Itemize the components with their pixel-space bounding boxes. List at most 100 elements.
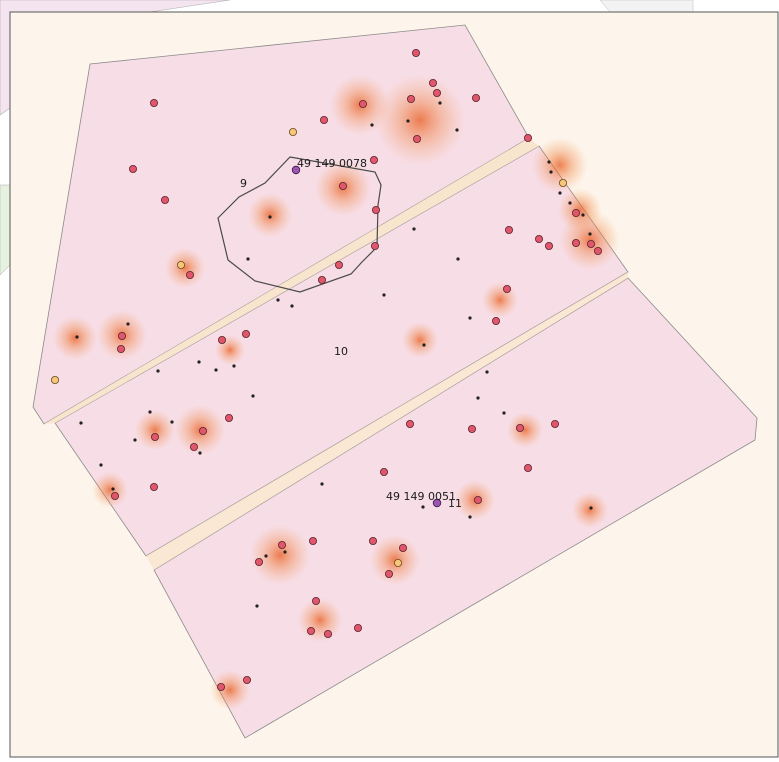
sample-point[interactable]: [398, 544, 407, 553]
small-dot: [111, 487, 115, 491]
sample-point[interactable]: [572, 208, 581, 217]
small-dot: [99, 463, 103, 467]
yellow-point[interactable]: [393, 559, 402, 568]
heat-spot: [507, 412, 543, 448]
sample-point[interactable]: [516, 423, 525, 432]
sample-point[interactable]: [224, 413, 233, 422]
small-dot: [485, 370, 489, 374]
sample-point[interactable]: [428, 79, 437, 88]
sample-point[interactable]: [587, 239, 596, 248]
small-dot: [75, 335, 79, 339]
sample-point[interactable]: [368, 537, 377, 546]
heat-spot: [248, 193, 292, 237]
yellow-point[interactable]: [288, 127, 297, 136]
small-dot: [455, 128, 459, 132]
sample-point[interactable]: [524, 133, 533, 142]
sample-point[interactable]: [491, 316, 500, 325]
sample-point[interactable]: [185, 270, 194, 279]
small-dot: [255, 604, 259, 608]
sample-point[interactable]: [594, 246, 603, 255]
sample-point[interactable]: [254, 558, 263, 567]
sample-point[interactable]: [411, 49, 420, 58]
sample-point[interactable]: [323, 630, 332, 639]
small-dot: [406, 119, 410, 123]
boundary-outline: [217, 156, 382, 293]
sample-point[interactable]: [432, 89, 441, 98]
sample-point[interactable]: [370, 241, 379, 250]
sample-point[interactable]: [384, 570, 393, 579]
sample-point[interactable]: [306, 627, 315, 636]
sample-point[interactable]: [504, 225, 513, 234]
sample-point[interactable]: [379, 467, 388, 476]
sample-point[interactable]: [189, 442, 198, 451]
sample-point[interactable]: [334, 260, 343, 269]
small-dot: [268, 215, 272, 219]
small-dot: [412, 227, 416, 231]
sample-point[interactable]: [111, 491, 120, 500]
sample-point[interactable]: [160, 195, 169, 204]
heat-spot: [92, 472, 128, 508]
sample-point[interactable]: [467, 424, 476, 433]
small-dot: [133, 438, 137, 442]
sample-point[interactable]: [405, 419, 414, 428]
small-dot: [148, 410, 152, 414]
small-dot: [382, 293, 386, 297]
sample-point[interactable]: [217, 335, 226, 344]
sample-point[interactable]: [535, 234, 544, 243]
sample-point[interactable]: [149, 99, 158, 108]
sample-point[interactable]: [551, 419, 560, 428]
sample-point[interactable]: [308, 537, 317, 546]
sample-point[interactable]: [277, 541, 286, 550]
small-dot: [549, 170, 553, 174]
yellow-point[interactable]: [51, 375, 60, 384]
sample-point[interactable]: [353, 624, 362, 633]
small-dot: [214, 368, 218, 372]
sample-point[interactable]: [412, 134, 421, 143]
small-dot: [468, 515, 472, 519]
parcel-label-11: 11: [448, 497, 462, 510]
parcel-label-10: 10: [334, 345, 348, 358]
sample-point[interactable]: [311, 597, 320, 606]
sample-point[interactable]: [406, 95, 415, 104]
sample-point[interactable]: [117, 344, 126, 353]
sample-point[interactable]: [471, 94, 480, 103]
sample-point[interactable]: [317, 275, 326, 284]
labeled-point[interactable]: [291, 165, 301, 175]
yellow-point[interactable]: [559, 178, 568, 187]
sample-point[interactable]: [319, 116, 328, 125]
parcel-label-9: 9: [240, 177, 247, 190]
small-dot: [421, 505, 425, 509]
sample-point[interactable]: [545, 241, 554, 250]
heat-spot: [250, 525, 310, 585]
sample-point[interactable]: [216, 683, 225, 692]
sample-point[interactable]: [524, 463, 533, 472]
sample-point[interactable]: [198, 426, 207, 435]
small-dot: [468, 316, 472, 320]
sample-point[interactable]: [241, 329, 250, 338]
small-dot: [79, 421, 83, 425]
heat-spot: [572, 492, 608, 528]
small-dot: [264, 554, 268, 558]
heat-spot: [165, 248, 205, 288]
sample-point[interactable]: [371, 205, 380, 214]
sample-point[interactable]: [338, 181, 347, 190]
sample-point[interactable]: [502, 284, 511, 293]
point-label-49-149-0051: 49 149 0051: [386, 490, 456, 503]
sample-point[interactable]: [242, 676, 251, 685]
sample-point[interactable]: [473, 495, 482, 504]
sample-point[interactable]: [369, 155, 378, 164]
heat-spot: [298, 598, 342, 642]
sample-point[interactable]: [149, 482, 158, 491]
small-dot: [547, 160, 551, 164]
sample-point[interactable]: [572, 238, 581, 247]
sample-point[interactable]: [150, 432, 159, 441]
sample-point[interactable]: [128, 164, 137, 173]
small-dot: [156, 369, 160, 373]
sample-point[interactable]: [358, 100, 367, 109]
yellow-point[interactable]: [176, 260, 185, 269]
sample-point[interactable]: [118, 331, 127, 340]
heat-spot: [135, 410, 175, 450]
heat-spot: [402, 322, 438, 358]
labeled-point[interactable]: [432, 498, 442, 508]
